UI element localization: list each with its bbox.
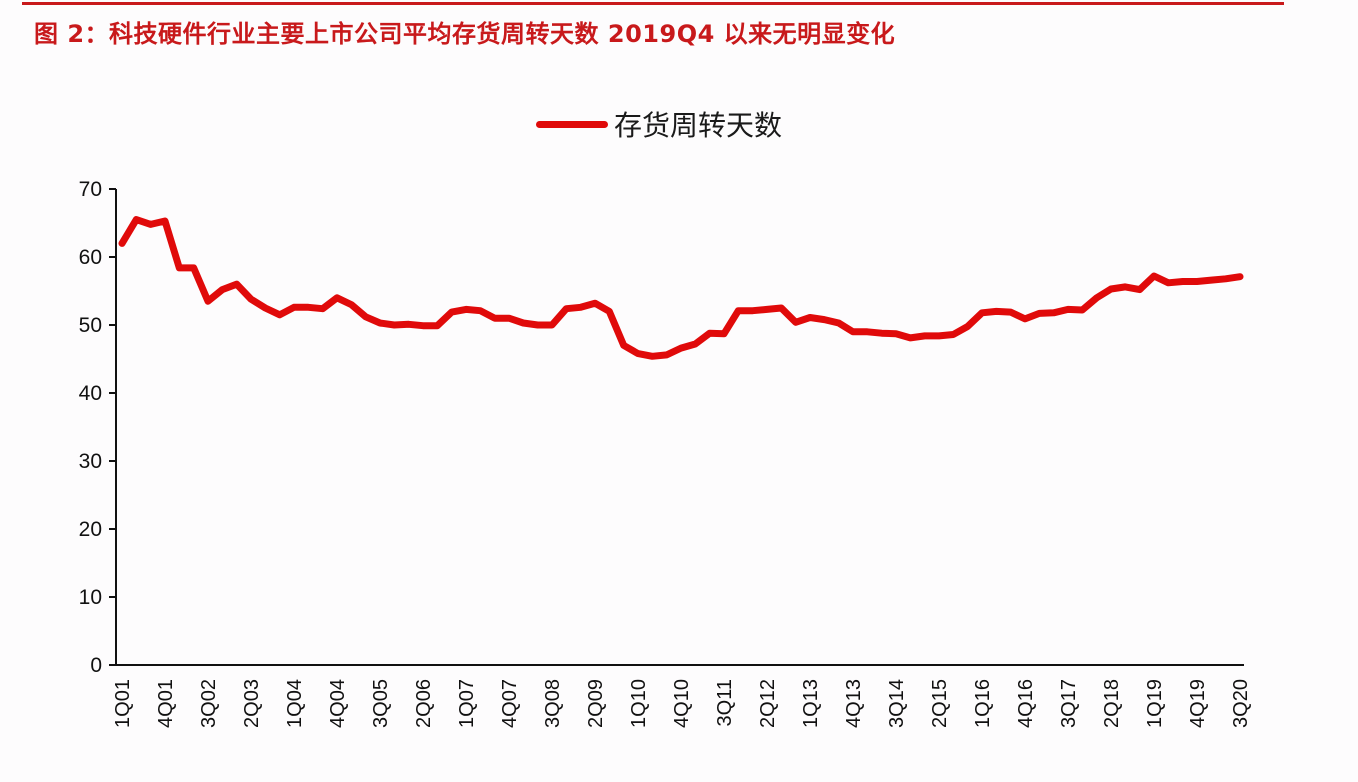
x-tick-label: 1Q16 bbox=[972, 679, 994, 728]
y-tick-label: 0 bbox=[90, 654, 102, 677]
legend-label: 存货周转天数 bbox=[614, 109, 783, 142]
x-tick-label: 4Q16 bbox=[1015, 679, 1037, 728]
legend: 存货周转天数 bbox=[536, 104, 782, 144]
x-tick-label: 3Q17 bbox=[1058, 679, 1080, 728]
x-tick-label: 4Q04 bbox=[327, 679, 349, 728]
chart-title: 图 2：科技硬件行业主要上市公司平均存货周转天数 2019Q4 以来无明显变化 bbox=[34, 20, 896, 48]
x-tick-label: 2Q15 bbox=[929, 679, 951, 728]
x-axis: 1Q01 4Q01 3Q02 2Q03 1Q04 4Q04 3Q05 2Q06 1Q07 4Q07… bbox=[112, 664, 1252, 728]
x-tick-label: 1Q04 bbox=[284, 679, 306, 728]
y-tick-label: 40 bbox=[79, 382, 102, 405]
x-tick-label: 2Q06 bbox=[413, 679, 435, 728]
x-tick-label: 3Q02 bbox=[198, 679, 220, 728]
x-tick-label: 3Q20 bbox=[1230, 679, 1252, 728]
y-tick-label: 50 bbox=[79, 314, 102, 337]
x-tick-label: 1Q01 bbox=[112, 679, 134, 728]
y-tick-label: 20 bbox=[79, 518, 102, 541]
x-tick-label: 1Q07 bbox=[456, 679, 478, 728]
series-inventory-days bbox=[118, 216, 1244, 360]
data-line bbox=[118, 216, 1244, 360]
x-tick-label: 1Q10 bbox=[628, 679, 650, 728]
x-tick-label: 3Q14 bbox=[886, 679, 908, 728]
y-tick-label: 10 bbox=[79, 586, 102, 609]
x-tick-label: 3Q05 bbox=[370, 679, 392, 728]
x-tick-label: 4Q07 bbox=[499, 679, 521, 728]
x-tick-label: 3Q11 bbox=[714, 679, 736, 726]
y-axis: 0 10 20 30 40 50 60 70 bbox=[79, 178, 117, 677]
x-tick-label: 4Q19 bbox=[1187, 679, 1209, 728]
x-tick-label: 4Q13 bbox=[843, 679, 865, 728]
y-tick-label: 70 bbox=[79, 178, 102, 201]
title-top-rule bbox=[22, 2, 1284, 5]
legend-line-swatch-icon bbox=[536, 120, 608, 128]
x-tick-label: 2Q03 bbox=[241, 679, 263, 728]
x-tick-label: 1Q19 bbox=[1144, 679, 1166, 728]
y-tick-label: 30 bbox=[79, 450, 102, 473]
x-tick-label: 3Q08 bbox=[542, 679, 564, 728]
y-tick-label: 60 bbox=[79, 246, 102, 269]
x-tick-label: 2Q12 bbox=[757, 679, 779, 728]
x-tick-label: 4Q10 bbox=[671, 679, 693, 728]
x-tick-label: 2Q09 bbox=[585, 679, 607, 728]
x-tick-label: 1Q13 bbox=[800, 679, 822, 728]
x-tick-label: 2Q18 bbox=[1101, 679, 1123, 728]
x-tick-label: 4Q01 bbox=[155, 679, 177, 728]
